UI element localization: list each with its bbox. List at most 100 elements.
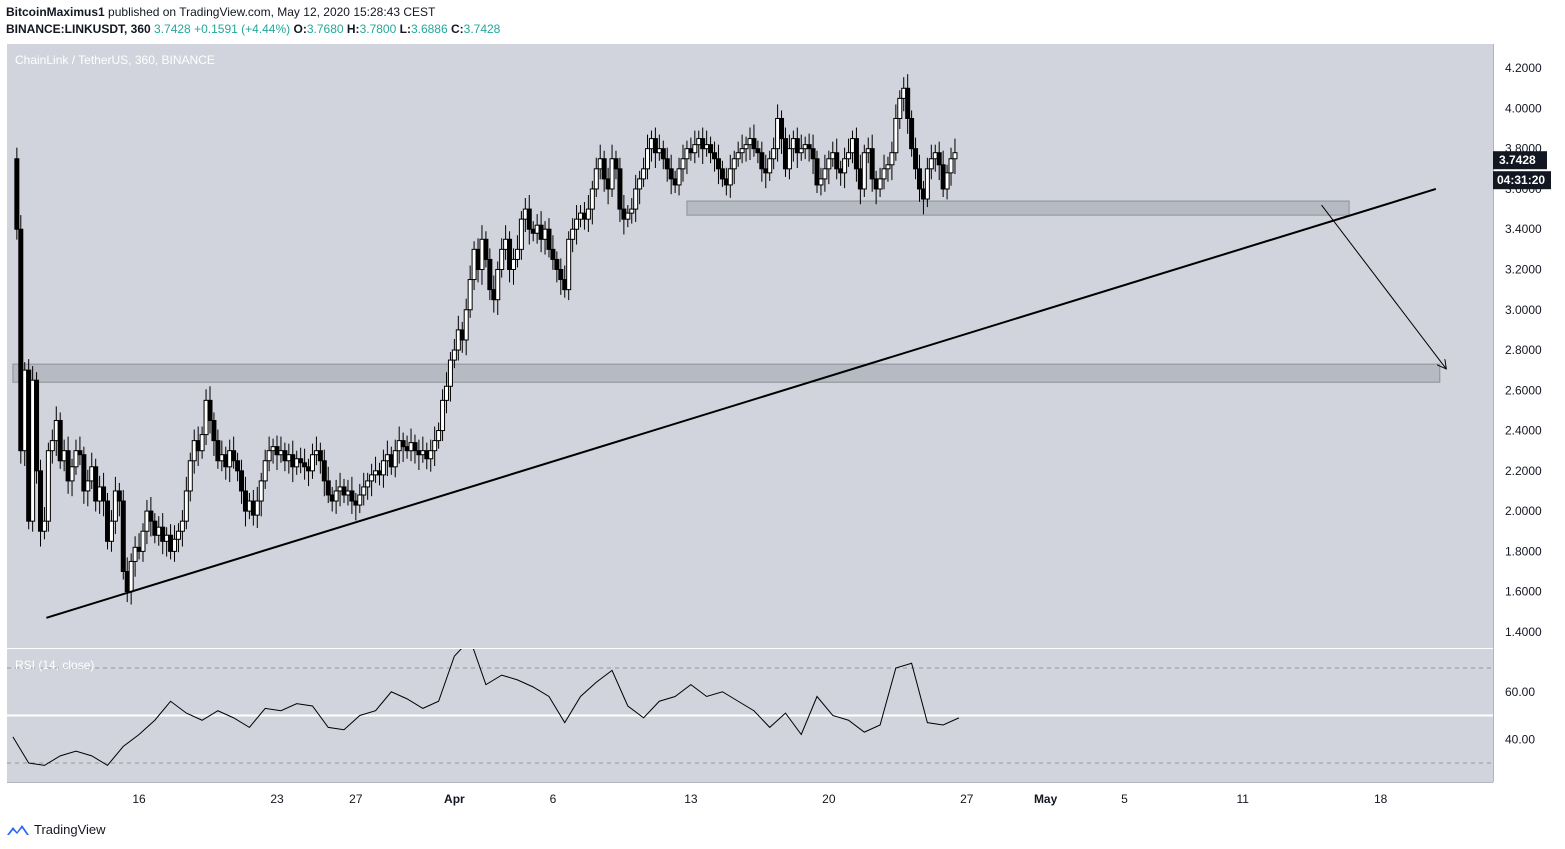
candle-body <box>842 158 848 174</box>
candle-body <box>191 440 197 462</box>
candle-body <box>215 440 221 462</box>
candle-body <box>447 359 453 387</box>
candle-body <box>211 419 217 442</box>
candle-body <box>313 450 319 456</box>
candle-body <box>262 460 268 482</box>
candle-body <box>483 238 489 260</box>
candle-body <box>239 470 245 492</box>
candle-body <box>93 466 99 502</box>
time-tick-label: 16 <box>132 792 146 806</box>
candle-body <box>747 138 753 146</box>
candle-body <box>175 530 181 540</box>
time-tick-label: 13 <box>684 792 698 806</box>
candle-body <box>514 248 520 260</box>
candle-body <box>440 399 446 432</box>
candle-body <box>179 520 185 532</box>
candle-body <box>928 158 934 170</box>
candle-body <box>664 158 670 170</box>
price-tick-label: 1.6000 <box>1505 585 1542 599</box>
candle-body <box>913 148 919 170</box>
candle-body <box>128 560 134 593</box>
low-value: 3.6886 <box>410 22 448 36</box>
candle-body <box>932 152 938 160</box>
candle-body <box>246 500 252 512</box>
candle-body <box>306 466 312 472</box>
author-name[interactable]: BitcoinMaximus1 <box>6 5 105 19</box>
candle-body <box>250 500 256 516</box>
ohlc-line: BINANCE:LINKUSDT, 360 3.7428 +0.1591 (+4… <box>6 21 500 38</box>
candle-body <box>499 248 505 270</box>
candle-body <box>712 152 718 160</box>
candle-body <box>317 450 323 462</box>
candle-body <box>333 490 339 502</box>
candle-body <box>621 208 627 220</box>
close-value: 3.7428 <box>463 22 501 36</box>
candle-body <box>625 212 631 220</box>
countdown-badge-text: 04:31:20 <box>1497 173 1545 187</box>
candle-body <box>542 228 548 240</box>
candle-body <box>656 148 662 154</box>
candle-body <box>81 454 87 492</box>
time-tick-label: 5 <box>1121 792 1128 806</box>
candle-body <box>719 168 725 180</box>
candle-body <box>495 268 501 301</box>
candle-body <box>329 494 335 502</box>
candle-body <box>463 309 469 341</box>
candle-body <box>538 224 544 240</box>
last-price-badge <box>1493 151 1547 170</box>
candle-body <box>589 188 595 210</box>
price-tick-label: 2.2000 <box>1505 464 1542 478</box>
candle-body <box>948 158 954 174</box>
time-axis[interactable] <box>7 782 1493 813</box>
candle-body <box>916 168 922 190</box>
candle-body <box>546 228 552 250</box>
candle-body <box>420 450 426 456</box>
candle-body <box>779 117 785 140</box>
price-tick-label: 2.4000 <box>1505 424 1542 438</box>
candle-body <box>503 238 509 250</box>
candle-body <box>617 168 623 210</box>
candle-body <box>881 168 887 180</box>
candle-body <box>65 450 71 482</box>
candle-body <box>89 466 95 482</box>
candle-body <box>416 450 422 456</box>
candle-body <box>581 212 587 220</box>
candle-body <box>97 486 103 502</box>
pane-separator[interactable] <box>7 648 1493 649</box>
time-tick-label: 11 <box>1236 792 1249 806</box>
candle-body <box>633 188 639 210</box>
candle-body <box>424 450 430 460</box>
candles-group <box>14 74 958 605</box>
candle-body <box>467 279 473 311</box>
candle-body <box>412 442 418 452</box>
candle-body <box>660 148 666 160</box>
candle-body <box>775 117 781 150</box>
candle-body <box>160 526 166 542</box>
candle-body <box>475 248 481 270</box>
candle-body <box>684 148 690 160</box>
candle-body <box>692 144 698 154</box>
candle-body <box>207 399 213 421</box>
candle-body <box>270 446 276 452</box>
candle-body <box>897 97 903 119</box>
candle-body <box>645 148 651 170</box>
candle-body <box>846 152 852 160</box>
candle-body <box>199 434 205 452</box>
candle-body <box>830 152 836 160</box>
candle-body <box>294 458 300 468</box>
tradingview-brand[interactable]: TradingView <box>6 822 106 837</box>
candle-body <box>369 474 375 482</box>
candle-body <box>18 228 24 452</box>
candle-body <box>861 152 867 190</box>
candle-body <box>38 470 44 532</box>
candle-body <box>818 178 824 186</box>
candle-body <box>53 419 59 442</box>
symbol-label[interactable]: BINANCE:LINKUSDT, 360 <box>6 22 151 36</box>
close-label: C: <box>450 22 464 36</box>
candle-body <box>613 158 619 170</box>
time-tick-label: 27 <box>349 792 363 806</box>
candle-body <box>124 570 130 593</box>
last-price: 3.7428 <box>154 22 191 36</box>
candle-body <box>77 450 83 456</box>
